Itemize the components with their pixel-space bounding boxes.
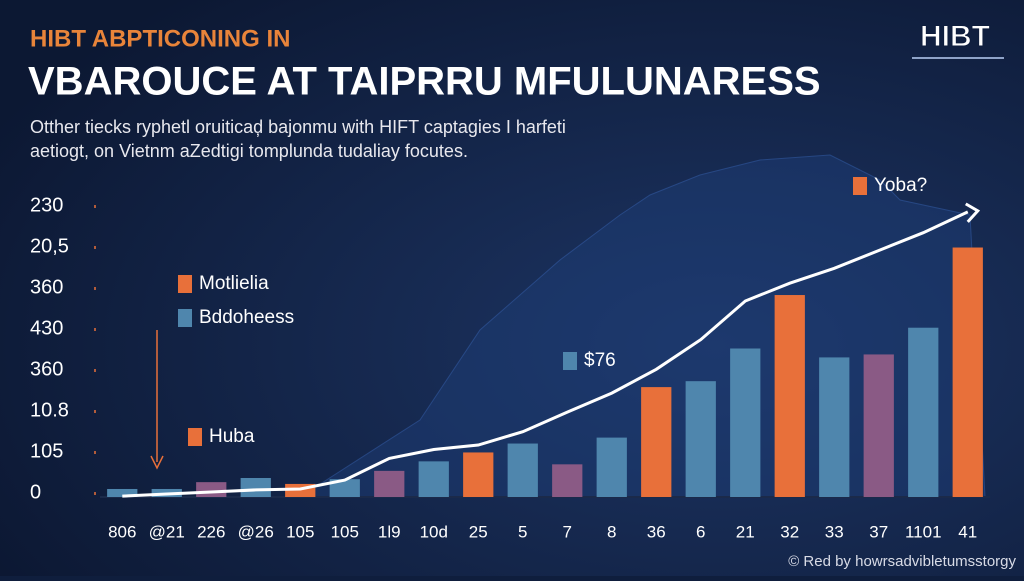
annotation: Yoba? bbox=[874, 175, 927, 196]
bar bbox=[463, 452, 494, 497]
annotation: Motlielia bbox=[199, 273, 269, 294]
trend-arrow bbox=[964, 202, 981, 223]
arrow-head bbox=[150, 455, 164, 470]
annotation-swatch bbox=[178, 309, 192, 327]
annotation: Bddoheess bbox=[199, 307, 294, 328]
footer: © Red by howrsadvibletumsstorgy bbox=[788, 553, 1016, 570]
bar bbox=[952, 247, 983, 497]
x-tick-label: 1101 bbox=[905, 522, 942, 541]
bar bbox=[196, 482, 227, 497]
bar bbox=[730, 348, 761, 497]
trend-line bbox=[122, 210, 969, 498]
y-axis-label: 105 bbox=[30, 440, 63, 462]
x-tick-label: 226 bbox=[197, 522, 225, 541]
bar bbox=[863, 354, 894, 497]
annotation-swatch bbox=[853, 177, 867, 195]
x-tick-label: 806 bbox=[108, 522, 136, 541]
x-tick-label: 105 bbox=[286, 522, 314, 541]
bar bbox=[552, 464, 583, 497]
annotation: $76 bbox=[584, 350, 616, 371]
bar bbox=[107, 488, 138, 497]
annotation-swatch bbox=[178, 275, 192, 293]
bar bbox=[819, 357, 850, 497]
x-tick-label: 21 bbox=[736, 522, 755, 541]
x-tick-label: 36 bbox=[647, 522, 666, 541]
bar bbox=[908, 327, 939, 497]
x-tick-label: 25 bbox=[469, 522, 488, 541]
bar bbox=[596, 437, 627, 497]
x-tick-label: 37 bbox=[869, 522, 888, 541]
bar bbox=[685, 381, 716, 497]
annotation: Huba bbox=[209, 426, 255, 447]
bar bbox=[774, 295, 805, 497]
annotation-swatch bbox=[563, 352, 577, 370]
bar bbox=[507, 443, 538, 497]
backdrop-area bbox=[298, 154, 986, 498]
bar bbox=[240, 477, 271, 497]
y-axis-label: 360 bbox=[30, 358, 63, 380]
logo: HIBT bbox=[920, 20, 990, 53]
x-tick-label: 33 bbox=[825, 522, 844, 541]
x-tick-label: @21 bbox=[149, 522, 185, 541]
y-axis-label: 230 bbox=[30, 194, 63, 216]
bar bbox=[329, 479, 360, 497]
x-tick-label: 7 bbox=[563, 522, 572, 541]
y-axis-label: 360 bbox=[30, 276, 63, 298]
y-axis-label: 0 bbox=[30, 481, 41, 503]
x-tick-label: 10d bbox=[420, 522, 448, 541]
x-tick-label: 6 bbox=[696, 522, 705, 541]
x-tick-label: @26 bbox=[238, 522, 274, 541]
bar bbox=[374, 470, 405, 497]
y-axis-label: 20,5 bbox=[30, 235, 69, 257]
x-tick-label: 5 bbox=[518, 522, 527, 541]
kicker: HIBT ABPTICONING IN bbox=[30, 25, 290, 52]
x-tick-label: 1l9 bbox=[378, 522, 401, 541]
annotation-swatch bbox=[188, 428, 202, 446]
x-tick-label: 32 bbox=[780, 522, 799, 541]
bar bbox=[418, 461, 449, 497]
subtitle: Otther tiecks ryphetl oruiticaḑ bajonmu … bbox=[30, 117, 566, 137]
x-tick-label: 41 bbox=[958, 522, 977, 541]
x-tick-label: 8 bbox=[607, 522, 616, 541]
x-tick-label: 105 bbox=[331, 522, 359, 541]
y-axis-label: 10.8 bbox=[30, 399, 69, 421]
bar bbox=[641, 387, 672, 497]
chart-title: VBAROUCE AT TAIPRRU MFULUNARESS bbox=[28, 60, 821, 104]
subtitle: aetiogt, on Vietnm aZedtigi tomplunda tu… bbox=[30, 141, 468, 161]
y-axis-label: 430 bbox=[30, 317, 63, 339]
